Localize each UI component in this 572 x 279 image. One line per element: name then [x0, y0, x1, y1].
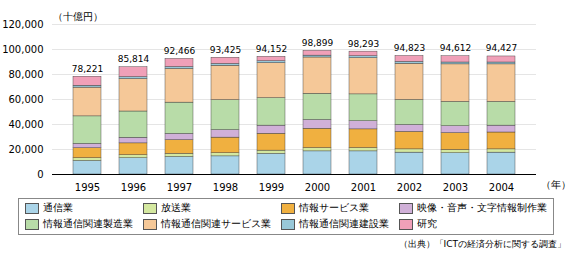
html-text:情報サービス業: 情報サービス業: [299, 202, 369, 213]
svg-text:98,293: 98,293: [348, 39, 380, 49]
svg-text:60,000: 60,000: [9, 94, 44, 105]
svg-text:1998: 1998: [213, 182, 238, 193]
html-text:情報通信関連製造業: 情報通信関連製造業: [43, 218, 133, 229]
svg-text:0: 0: [37, 169, 43, 180]
html-text:通信業: 通信業: [43, 202, 73, 213]
svg-text:2002: 2002: [397, 182, 422, 193]
svg-text:（十億円）: （十億円）: [53, 11, 103, 22]
svg-text:1996: 1996: [121, 182, 146, 193]
svg-text:（年）: （年）: [541, 179, 571, 190]
svg-text:1995: 1995: [75, 182, 100, 193]
svg-text:2004: 2004: [489, 182, 514, 193]
svg-text:94,823: 94,823: [394, 43, 426, 53]
svg-text:85,814: 85,814: [118, 54, 150, 64]
svg-text:80,000: 80,000: [9, 69, 44, 80]
svg-text:20,000: 20,000: [9, 144, 44, 155]
svg-text:93,425: 93,425: [210, 45, 242, 55]
svg-text:1999: 1999: [259, 182, 284, 193]
svg-text:100,000: 100,000: [2, 44, 43, 55]
svg-text:94,152: 94,152: [256, 44, 288, 54]
svg-text:78,221: 78,221: [72, 64, 104, 74]
svg-text:120,000: 120,000: [2, 19, 43, 30]
svg-text:98,899: 98,899: [302, 38, 334, 48]
svg-text:2000: 2000: [305, 182, 330, 193]
svg-text:2003: 2003: [443, 182, 468, 193]
html-text:放送業: 放送業: [161, 202, 191, 213]
html-text:映像・音声・文字情報制作業: 映像・音声・文字情報制作業: [417, 202, 547, 213]
html-text:研究: 研究: [417, 218, 437, 229]
svg-text:94,612: 94,612: [440, 43, 472, 53]
html-text:（出典）「ICTの経済分析に関する調査」: （出典）「ICTの経済分析に関する調査」: [398, 239, 566, 249]
html-text:情報通信関連建設業: 情報通信関連建設業: [299, 218, 389, 229]
svg-text:2001: 2001: [351, 182, 376, 193]
svg-text:40,000: 40,000: [9, 119, 44, 130]
svg-text:94,427: 94,427: [486, 43, 518, 53]
svg-text:92,466: 92,466: [164, 46, 196, 56]
html-text:情報通信関連サービス業: 情報通信関連サービス業: [161, 218, 271, 229]
svg-text:1997: 1997: [167, 182, 192, 193]
